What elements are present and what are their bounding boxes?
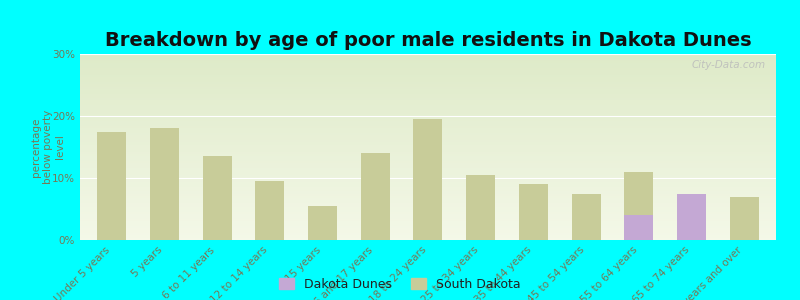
- Bar: [80, 126, 776, 128]
- Bar: [80, 238, 776, 240]
- Bar: [572, 194, 601, 240]
- Bar: [80, 145, 776, 147]
- Y-axis label: percentage
below poverty
level: percentage below poverty level: [31, 110, 65, 184]
- Bar: [80, 122, 776, 124]
- Bar: [80, 156, 776, 159]
- Bar: [80, 226, 776, 228]
- Bar: [80, 131, 776, 133]
- Bar: [80, 54, 776, 56]
- Bar: [80, 189, 776, 191]
- Bar: [97, 131, 126, 240]
- Bar: [80, 191, 776, 194]
- Bar: [80, 196, 776, 198]
- Bar: [80, 133, 776, 135]
- Bar: [80, 217, 776, 219]
- Bar: [80, 73, 776, 75]
- Bar: [80, 168, 776, 170]
- Bar: [625, 215, 654, 240]
- Bar: [308, 206, 337, 240]
- Bar: [80, 161, 776, 163]
- Bar: [150, 128, 179, 240]
- Bar: [80, 208, 776, 210]
- Bar: [361, 153, 390, 240]
- Bar: [80, 56, 776, 58]
- Bar: [80, 80, 776, 82]
- Bar: [80, 187, 776, 189]
- Bar: [80, 235, 776, 238]
- Bar: [80, 179, 776, 182]
- Bar: [80, 170, 776, 172]
- Bar: [519, 184, 548, 240]
- Bar: [80, 147, 776, 149]
- Bar: [202, 156, 231, 240]
- Bar: [466, 175, 495, 240]
- Bar: [80, 119, 776, 122]
- Bar: [80, 233, 776, 235]
- Bar: [80, 58, 776, 61]
- Bar: [80, 184, 776, 187]
- Bar: [80, 203, 776, 205]
- Bar: [414, 119, 442, 240]
- Bar: [80, 159, 776, 161]
- Bar: [80, 114, 776, 117]
- Bar: [80, 177, 776, 179]
- Bar: [80, 98, 776, 101]
- Bar: [80, 89, 776, 91]
- Bar: [255, 181, 284, 240]
- Bar: [80, 75, 776, 77]
- Bar: [730, 196, 759, 240]
- Bar: [80, 103, 776, 105]
- Bar: [80, 105, 776, 107]
- Bar: [80, 84, 776, 86]
- Bar: [80, 172, 776, 175]
- Bar: [80, 135, 776, 138]
- Bar: [80, 163, 776, 166]
- Bar: [80, 194, 776, 196]
- Bar: [80, 212, 776, 214]
- Bar: [80, 219, 776, 221]
- Bar: [80, 200, 776, 203]
- Bar: [677, 194, 706, 240]
- Bar: [80, 142, 776, 145]
- Bar: [80, 107, 776, 110]
- Bar: [80, 166, 776, 168]
- Bar: [80, 210, 776, 212]
- Bar: [80, 198, 776, 200]
- Bar: [80, 228, 776, 231]
- Legend: Dakota Dunes, South Dakota: Dakota Dunes, South Dakota: [279, 278, 521, 291]
- Title: Breakdown by age of poor male residents in Dakota Dunes: Breakdown by age of poor male residents …: [105, 31, 751, 50]
- Bar: [80, 63, 776, 66]
- Bar: [80, 175, 776, 177]
- Bar: [80, 77, 776, 80]
- Bar: [80, 128, 776, 131]
- Bar: [80, 117, 776, 119]
- Bar: [80, 86, 776, 89]
- Bar: [80, 221, 776, 224]
- Bar: [80, 231, 776, 233]
- Bar: [80, 205, 776, 208]
- Bar: [80, 224, 776, 226]
- Bar: [80, 154, 776, 156]
- Bar: [80, 110, 776, 112]
- Text: City-Data.com: City-Data.com: [691, 60, 766, 70]
- Bar: [80, 124, 776, 126]
- Bar: [80, 112, 776, 114]
- Bar: [80, 182, 776, 184]
- Bar: [80, 82, 776, 84]
- Bar: [80, 91, 776, 94]
- Bar: [80, 140, 776, 142]
- Bar: [80, 138, 776, 140]
- Bar: [80, 94, 776, 96]
- Bar: [80, 68, 776, 70]
- Bar: [80, 70, 776, 73]
- Bar: [80, 61, 776, 63]
- Bar: [80, 214, 776, 217]
- Bar: [80, 96, 776, 98]
- Bar: [80, 66, 776, 68]
- Bar: [677, 194, 706, 240]
- Bar: [625, 172, 654, 240]
- Bar: [80, 149, 776, 152]
- Bar: [80, 100, 776, 103]
- Bar: [80, 152, 776, 154]
